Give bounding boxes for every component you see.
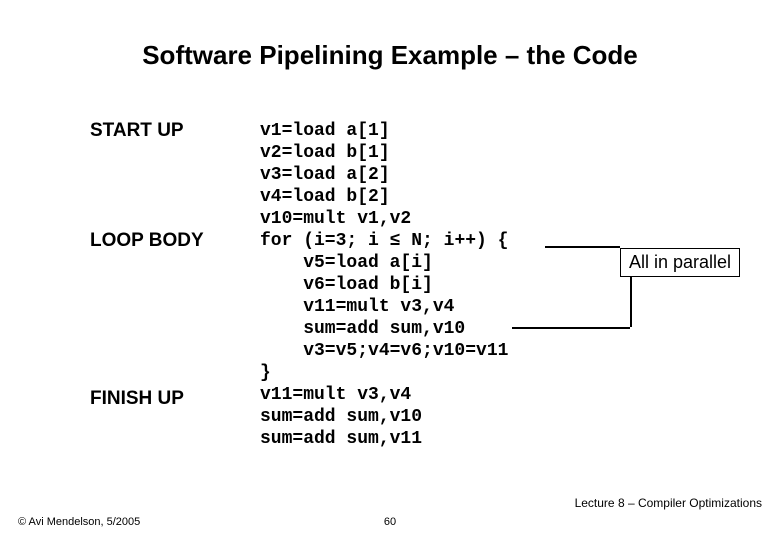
code-line: } bbox=[260, 363, 271, 383]
code-line: v6=load b[i] bbox=[260, 275, 433, 295]
footer-page-number: 60 bbox=[0, 516, 780, 528]
connector-line bbox=[630, 277, 632, 327]
code-line: v10=mult v1,v2 bbox=[260, 209, 411, 229]
code-line: v11=mult v3,v4 bbox=[260, 297, 454, 317]
code-line: v3=v5;v4=v6;v10=v11 bbox=[260, 341, 508, 361]
code-line: sum=add sum,v10 bbox=[260, 407, 422, 427]
code-line: sum=add sum,v11 bbox=[260, 429, 422, 449]
code-line: v3=load a[2] bbox=[260, 165, 390, 185]
code-line: for (i=3; i ≤ N; i++) { bbox=[260, 231, 508, 251]
slide: Software Pipelining Example – the Code S… bbox=[0, 0, 780, 540]
label-finishup: FINISH UP bbox=[90, 388, 184, 410]
code-line: v2=load b[1] bbox=[260, 143, 390, 163]
slide-title: Software Pipelining Example – the Code bbox=[0, 40, 780, 71]
label-loopbody: LOOP BODY bbox=[90, 230, 204, 252]
code-line: v5=load a[i] bbox=[260, 253, 433, 273]
code-line: v1=load a[1] bbox=[260, 121, 390, 141]
code-line: v4=load b[2] bbox=[260, 187, 390, 207]
connector-line bbox=[545, 246, 620, 248]
code-line: v11=mult v3,v4 bbox=[260, 385, 411, 405]
footer-lecture: Lecture 8 – Compiler Optimizations bbox=[575, 496, 762, 510]
code-block: v1=load a[1] v2=load b[1] v3=load a[2] v… bbox=[260, 120, 508, 450]
code-fragment: for (i=3; i bbox=[260, 231, 390, 251]
leq-symbol: ≤ bbox=[390, 231, 401, 251]
label-startup: START UP bbox=[90, 120, 184, 142]
callout-box: All in parallel bbox=[620, 248, 740, 277]
connector-line bbox=[512, 327, 630, 329]
code-fragment: N; i++) { bbox=[400, 231, 508, 251]
code-line: sum=add sum,v10 bbox=[260, 319, 465, 339]
